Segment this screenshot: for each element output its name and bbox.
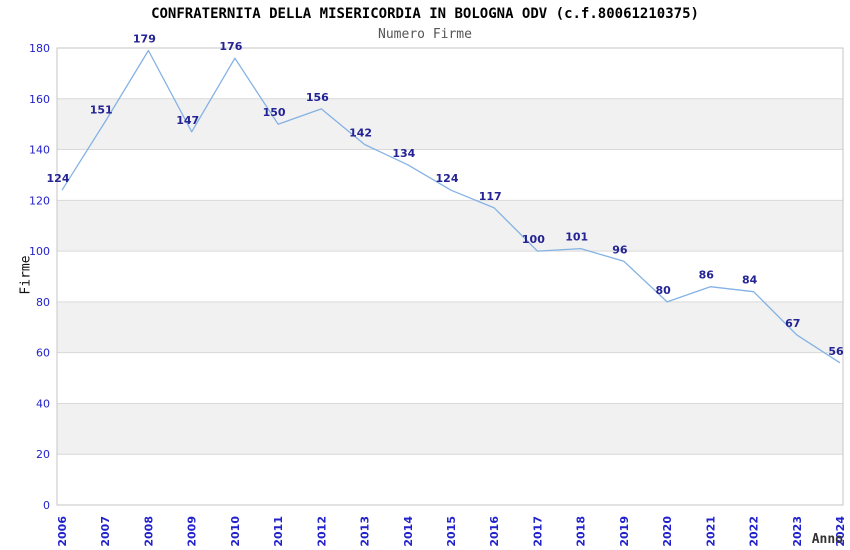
data-point-label: 156 xyxy=(306,91,329,104)
data-point-label: 56 xyxy=(828,345,844,358)
data-point-label: 147 xyxy=(176,114,199,127)
plot-band xyxy=(57,98,843,150)
x-tick-label: 2009 xyxy=(186,516,199,547)
plot-border xyxy=(56,47,844,506)
data-series-line xyxy=(61,49,841,364)
data-point-label: 84 xyxy=(742,274,758,287)
data-point-label: 151 xyxy=(90,104,113,117)
data-point-label: 67 xyxy=(785,317,800,330)
x-tick-label: 2010 xyxy=(229,516,242,547)
x-tick-label: 2006 xyxy=(56,516,69,547)
x-tick-label: 2021 xyxy=(704,516,717,547)
x-axis-title: Anno xyxy=(811,532,843,547)
data-point-label: 176 xyxy=(219,40,242,53)
x-tick-label: 2007 xyxy=(99,516,112,547)
data-point-label: 124 xyxy=(436,172,459,185)
data-point-label: 100 xyxy=(522,233,545,246)
data-point-label: 101 xyxy=(565,231,588,244)
plot-band xyxy=(57,200,843,252)
data-point-label: 124 xyxy=(47,172,70,185)
chart-title: CONFRATERNITA DELLA MISERICORDIA IN BOLO… xyxy=(151,6,699,22)
x-tick-label: 2018 xyxy=(575,516,588,547)
data-point-label: 179 xyxy=(133,33,156,46)
y-tick-label: 80 xyxy=(36,296,50,309)
x-tick-label: 2011 xyxy=(272,516,285,547)
data-point-label: 96 xyxy=(612,243,628,256)
x-tick-label: 2017 xyxy=(531,516,544,547)
data-point-label: 86 xyxy=(699,269,715,282)
x-tick-label: 2023 xyxy=(791,516,804,547)
x-tick-label: 2015 xyxy=(445,516,458,547)
data-point-label: 80 xyxy=(655,284,671,297)
x-tick-label: 2013 xyxy=(359,516,372,547)
x-tick-label: 2014 xyxy=(402,516,415,547)
y-tick-label: 140 xyxy=(29,144,50,157)
data-point-label: 134 xyxy=(392,147,415,160)
plot-band xyxy=(57,403,843,455)
y-tick-label: 100 xyxy=(29,245,50,258)
data-point-label: 150 xyxy=(263,106,286,119)
y-tick-label: 180 xyxy=(29,42,50,55)
y-tick-label: 20 xyxy=(36,448,50,461)
x-tick-label: 2008 xyxy=(142,516,155,547)
plot-band xyxy=(57,301,843,353)
y-tick-label: 60 xyxy=(36,347,50,360)
x-tick-label: 2022 xyxy=(748,516,761,547)
data-point-label: 142 xyxy=(349,127,372,140)
x-tick-label: 2016 xyxy=(488,516,501,547)
y-tick-label: 160 xyxy=(29,93,50,106)
x-tick-label: 2012 xyxy=(315,516,328,547)
x-tick-label: 2019 xyxy=(618,516,631,547)
y-tick-label: 120 xyxy=(29,194,50,207)
y-tick-label: 0 xyxy=(43,499,50,512)
chart-subtitle: Numero Firme xyxy=(378,27,472,42)
x-tick-label: 2020 xyxy=(661,516,674,547)
data-point-label: 117 xyxy=(479,190,502,203)
x-tick-label: 2024 xyxy=(834,516,847,547)
y-tick-label: 40 xyxy=(36,397,50,410)
